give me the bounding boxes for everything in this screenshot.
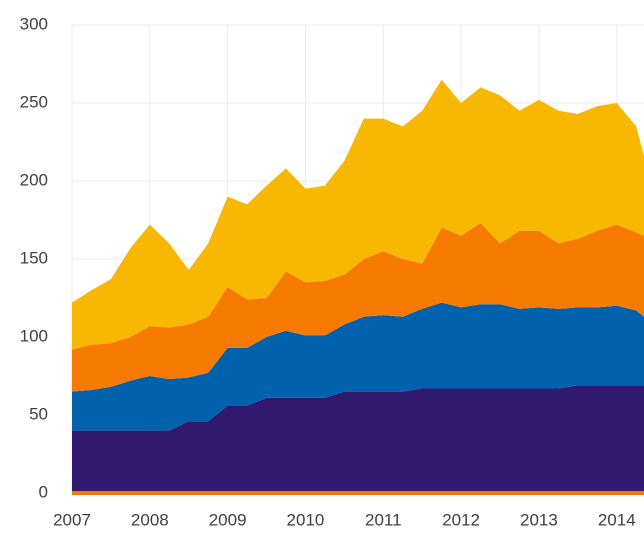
area bbox=[72, 79, 644, 350]
area bbox=[72, 302, 644, 431]
x-tick-label: 2012 bbox=[442, 510, 480, 529]
y-tick-label: 250 bbox=[20, 92, 48, 111]
x-tick-label: 2010 bbox=[287, 510, 325, 529]
y-tick-label: 50 bbox=[29, 404, 48, 423]
y-tick-label: 300 bbox=[20, 14, 48, 33]
x-tick-label: 2007 bbox=[53, 510, 91, 529]
x-tick-label: 2008 bbox=[131, 510, 169, 529]
x-tick-label: 2014 bbox=[598, 510, 636, 529]
x-tick-label: 2013 bbox=[520, 510, 558, 529]
area bbox=[72, 385, 644, 493]
y-tick-label: 100 bbox=[20, 326, 48, 345]
y-tick-label: 150 bbox=[20, 248, 48, 267]
y-tick-label: 0 bbox=[39, 482, 48, 501]
x-tick-label: 2009 bbox=[209, 510, 247, 529]
x-tick-label: 2011 bbox=[365, 510, 402, 529]
y-tick-label: 200 bbox=[20, 170, 48, 189]
area bbox=[72, 223, 644, 392]
